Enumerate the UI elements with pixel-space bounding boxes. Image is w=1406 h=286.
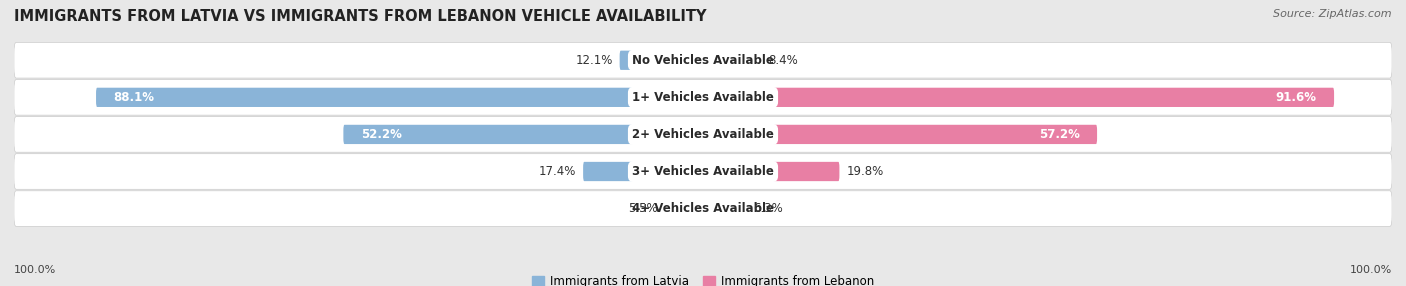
FancyBboxPatch shape xyxy=(703,88,1334,107)
Text: 17.4%: 17.4% xyxy=(538,165,576,178)
FancyBboxPatch shape xyxy=(343,125,703,144)
Text: 100.0%: 100.0% xyxy=(14,265,56,275)
Text: 2+ Vehicles Available: 2+ Vehicles Available xyxy=(633,128,773,141)
FancyBboxPatch shape xyxy=(665,199,703,218)
Text: 12.1%: 12.1% xyxy=(575,54,613,67)
Text: 19.8%: 19.8% xyxy=(846,165,883,178)
Text: 100.0%: 100.0% xyxy=(1350,265,1392,275)
FancyBboxPatch shape xyxy=(583,162,703,181)
FancyBboxPatch shape xyxy=(14,80,1392,115)
FancyBboxPatch shape xyxy=(14,117,1392,152)
FancyBboxPatch shape xyxy=(14,154,1392,189)
FancyBboxPatch shape xyxy=(14,191,1392,226)
Text: 5.5%: 5.5% xyxy=(628,202,658,215)
Text: 57.2%: 57.2% xyxy=(1039,128,1080,141)
Text: 6.3%: 6.3% xyxy=(754,202,783,215)
Text: 52.2%: 52.2% xyxy=(360,128,402,141)
Text: 4+ Vehicles Available: 4+ Vehicles Available xyxy=(633,202,773,215)
Text: IMMIGRANTS FROM LATVIA VS IMMIGRANTS FROM LEBANON VEHICLE AVAILABILITY: IMMIGRANTS FROM LATVIA VS IMMIGRANTS FRO… xyxy=(14,9,707,23)
FancyBboxPatch shape xyxy=(703,125,1097,144)
Legend: Immigrants from Latvia, Immigrants from Lebanon: Immigrants from Latvia, Immigrants from … xyxy=(527,270,879,286)
FancyBboxPatch shape xyxy=(703,162,839,181)
Text: 3+ Vehicles Available: 3+ Vehicles Available xyxy=(633,165,773,178)
FancyBboxPatch shape xyxy=(14,43,1392,78)
FancyBboxPatch shape xyxy=(620,51,703,70)
FancyBboxPatch shape xyxy=(96,88,703,107)
Text: Source: ZipAtlas.com: Source: ZipAtlas.com xyxy=(1274,9,1392,19)
FancyBboxPatch shape xyxy=(703,199,747,218)
Text: No Vehicles Available: No Vehicles Available xyxy=(633,54,773,67)
Text: 88.1%: 88.1% xyxy=(114,91,155,104)
FancyBboxPatch shape xyxy=(703,51,761,70)
Text: 8.4%: 8.4% xyxy=(768,54,797,67)
Text: 1+ Vehicles Available: 1+ Vehicles Available xyxy=(633,91,773,104)
Text: 91.6%: 91.6% xyxy=(1275,91,1317,104)
